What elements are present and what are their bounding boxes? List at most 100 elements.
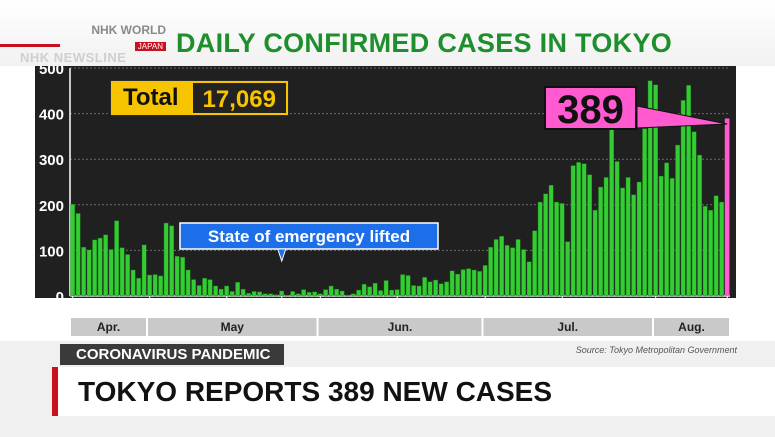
- data-bar: [460, 269, 466, 297]
- total-label: Total: [111, 81, 191, 115]
- latest-connector: [636, 105, 728, 129]
- total-value: 17,069: [190, 81, 288, 115]
- data-bar: [108, 249, 114, 297]
- data-bar: [361, 283, 367, 297]
- data-bar: [471, 269, 477, 297]
- data-bar: [389, 289, 395, 297]
- data-bar: [405, 275, 411, 297]
- data-bar: [383, 280, 389, 297]
- data-bar: [81, 247, 87, 297]
- data-bar: [92, 239, 98, 297]
- data-bar: [686, 85, 692, 297]
- y-tick-label: 100: [39, 243, 64, 260]
- data-bar: [246, 293, 252, 297]
- data-bar: [114, 220, 120, 297]
- data-bar: [548, 184, 554, 297]
- month-label: Aug.: [678, 320, 705, 334]
- data-bar: [290, 291, 296, 297]
- x-tick-label: 15: [218, 300, 235, 317]
- data-bar: [592, 210, 598, 297]
- x-tick-label: 1: [481, 300, 489, 317]
- y-tick-label: 200: [39, 198, 64, 215]
- x-tick-label: 15: [554, 300, 571, 317]
- data-bar: [191, 279, 197, 297]
- emergency-callout-pointer: [277, 248, 287, 263]
- x-tick-label: 25: [273, 300, 290, 317]
- header: NHK WORLD JAPAN NHK NEWSLINE DAILY CONFI…: [0, 0, 775, 66]
- data-bar: [570, 165, 576, 297]
- logo-accent-line: [0, 44, 60, 47]
- chart-title: DAILY CONFIRMED CASES IN TOKYO: [176, 28, 673, 58]
- data-bar: [526, 261, 532, 297]
- logo-main-text: NHK WORLD: [91, 23, 166, 37]
- emergency-callout-text: State of emergency lifted: [208, 227, 410, 246]
- data-bar: [323, 289, 329, 297]
- data-bar: [196, 285, 202, 297]
- data-bar: [312, 291, 318, 297]
- x-tick-label: 1: [316, 300, 324, 317]
- data-bar: [609, 128, 615, 297]
- y-tick-label: 0: [56, 289, 64, 306]
- data-bar: [328, 285, 334, 297]
- data-bar: [130, 269, 136, 297]
- data-bar: [136, 278, 142, 297]
- data-bar: [268, 293, 274, 297]
- data-bar: [614, 161, 620, 297]
- data-bar: [317, 293, 323, 297]
- data-bar: [620, 187, 626, 297]
- y-tick-label: 400: [39, 107, 64, 124]
- data-bar: [603, 177, 609, 297]
- x-tick-label: 1: [146, 300, 154, 317]
- data-bar: [372, 283, 378, 297]
- data-bar: [180, 257, 186, 297]
- nhk-world-logo: NHK WORLD JAPAN: [70, 24, 166, 54]
- data-bar: [416, 285, 422, 297]
- data-bar: [515, 239, 521, 297]
- data-bar: [642, 128, 648, 297]
- data-bar: [702, 205, 708, 297]
- data-bar: [521, 249, 527, 297]
- month-band: [318, 318, 482, 336]
- data-bar: [675, 144, 681, 297]
- data-bar: [537, 201, 543, 297]
- data-bar: [691, 131, 697, 297]
- data-bar: [532, 230, 538, 297]
- data-bar: [559, 203, 565, 297]
- month-band: [71, 318, 146, 336]
- data-bar: [185, 269, 191, 297]
- data-bar: [647, 80, 653, 297]
- data-bar: [334, 288, 340, 297]
- x-tick-label: 14: [719, 300, 736, 317]
- month-label: Jun.: [388, 320, 413, 334]
- data-bar: [438, 283, 444, 297]
- data-bar: [202, 278, 208, 297]
- data-bar: [411, 285, 417, 297]
- data-bar: [378, 290, 384, 297]
- data-bar: [257, 291, 263, 297]
- data-bar: [306, 292, 312, 297]
- topic-kicker: CORONAVIRUS PANDEMIC: [60, 344, 285, 365]
- latest-value-badge: 389: [544, 86, 637, 132]
- data-bar: [158, 275, 164, 297]
- data-bar: [301, 289, 307, 297]
- data-bar: [213, 285, 219, 297]
- x-tick-label: 1: [652, 300, 660, 317]
- data-bar: [636, 181, 642, 297]
- total-badge: Total 17,069: [110, 80, 289, 116]
- data-bar: [719, 201, 725, 297]
- x-tick-label: 17: [64, 300, 81, 317]
- data-bar: [103, 234, 109, 297]
- data-bar: [466, 268, 472, 297]
- data-bar: [339, 290, 345, 297]
- data-bar: [631, 194, 637, 297]
- data-bar: [455, 273, 461, 297]
- data-bar: [152, 274, 158, 297]
- data-bar: [664, 162, 670, 297]
- month-label: Apr.: [97, 320, 120, 334]
- data-bar: [125, 254, 131, 297]
- data-bar: [218, 288, 224, 297]
- data-bar: [174, 256, 180, 297]
- month-label: May: [221, 320, 245, 334]
- headline: TOKYO REPORTS 389 NEW CASES: [52, 367, 775, 416]
- data-bar: [394, 289, 400, 297]
